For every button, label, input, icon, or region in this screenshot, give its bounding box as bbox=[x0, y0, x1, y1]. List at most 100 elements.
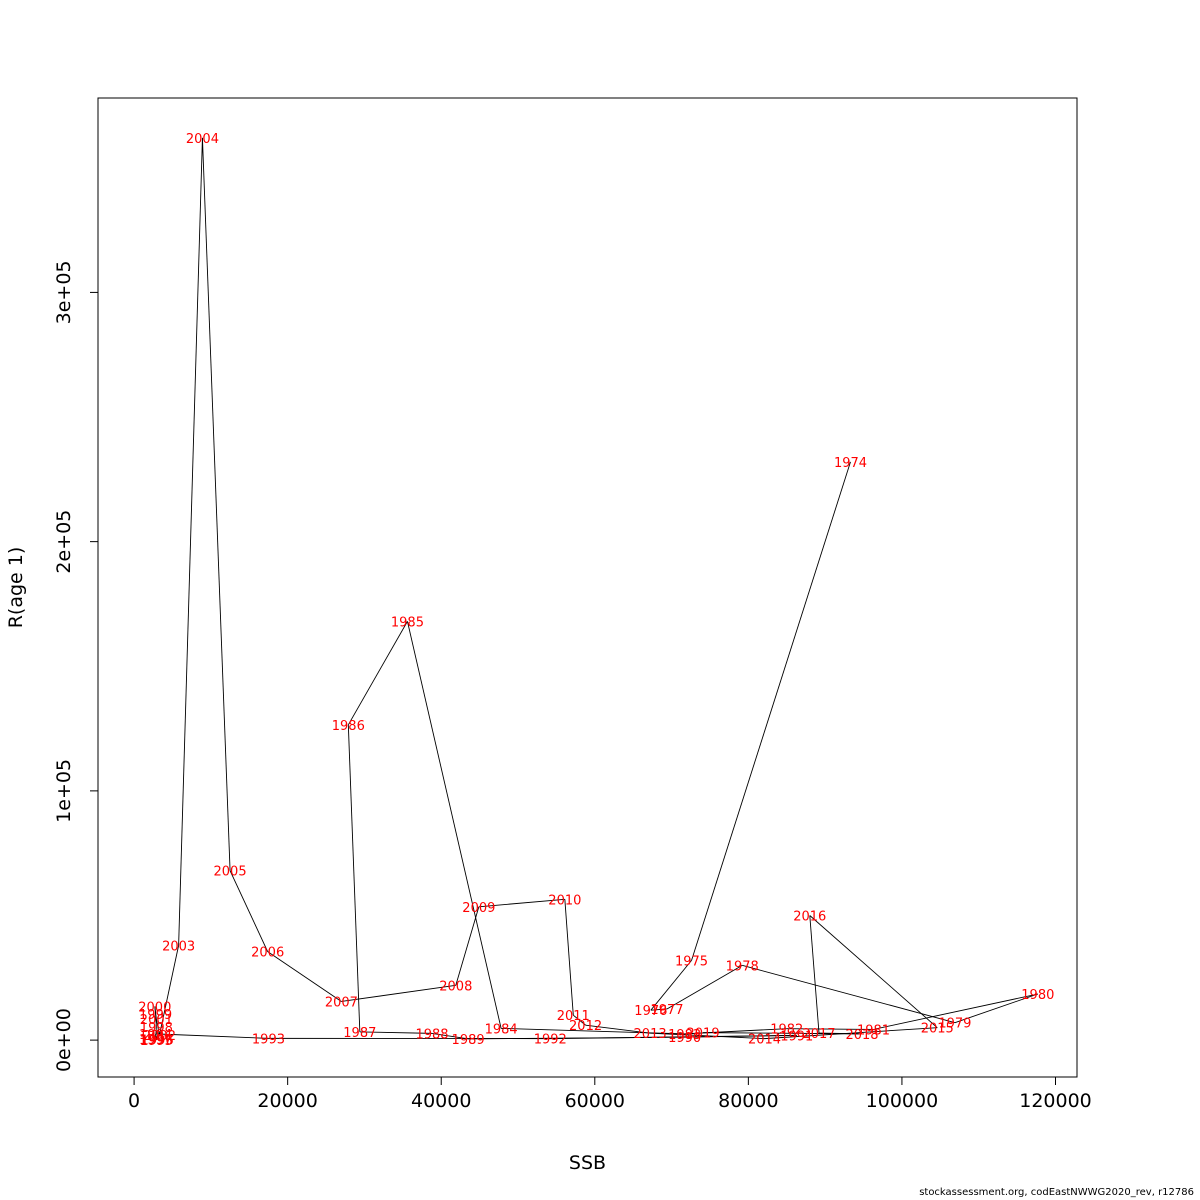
y-tick-label: 1e+05 bbox=[53, 759, 75, 823]
trajectory-segment bbox=[178, 137, 203, 946]
year-label-2018: 2018 bbox=[845, 1028, 878, 1043]
year-label-1999: 1999 bbox=[139, 1008, 172, 1023]
trajectory-segment bbox=[154, 1006, 157, 1019]
trajectory-segment bbox=[550, 1034, 797, 1040]
year-label-2013: 2013 bbox=[634, 1027, 667, 1042]
trajectory-segment bbox=[703, 1032, 863, 1035]
trajectory-segment bbox=[764, 1027, 938, 1040]
year-label-1977: 1977 bbox=[650, 1003, 683, 1018]
year-label-1995: 1995 bbox=[140, 1034, 173, 1049]
trajectory-segment bbox=[691, 461, 851, 961]
x-tick-label: 100000 bbox=[866, 1090, 939, 1112]
trajectory-segment bbox=[407, 621, 502, 1029]
year-label-1981: 1981 bbox=[857, 1023, 890, 1038]
year-label-1996: 1996 bbox=[141, 1033, 174, 1048]
year-label-1993: 1993 bbox=[252, 1032, 285, 1047]
trajectory-segment bbox=[267, 951, 342, 1002]
trajectory-segment bbox=[155, 1018, 160, 1036]
trajectory-segment bbox=[478, 898, 565, 908]
y-tick-label: 2e+05 bbox=[53, 510, 75, 574]
year-label-2005: 2005 bbox=[214, 865, 247, 880]
trajectory-segment bbox=[585, 1024, 651, 1034]
y-axis-title: R(age 1) bbox=[5, 547, 27, 629]
y-tick-label: 3e+05 bbox=[53, 260, 75, 324]
year-label-1975: 1975 bbox=[675, 954, 708, 969]
year-label-2000: 2000 bbox=[138, 1000, 171, 1015]
trajectory-segment bbox=[158, 945, 180, 1036]
trajectory-segment bbox=[650, 960, 692, 1011]
year-label-1980: 1980 bbox=[1021, 988, 1054, 1003]
year-label-2001: 2001 bbox=[140, 1013, 173, 1028]
trajectory-segment bbox=[347, 621, 408, 726]
trajectory-segment bbox=[229, 870, 269, 952]
trajectory-segment bbox=[742, 964, 956, 1024]
year-label-1976: 1976 bbox=[634, 1004, 667, 1019]
year-label-2017: 2017 bbox=[802, 1027, 835, 1042]
year-label-1998: 1998 bbox=[140, 1021, 173, 1036]
year-label-2019: 2019 bbox=[687, 1027, 720, 1042]
year-label-2008: 2008 bbox=[439, 979, 472, 994]
year-label-2004: 2004 bbox=[186, 132, 219, 147]
x-tick-label: 20000 bbox=[257, 1090, 317, 1112]
year-label-2007: 2007 bbox=[325, 995, 358, 1010]
year-label-1987: 1987 bbox=[343, 1026, 376, 1041]
trajectory-segment bbox=[359, 1031, 433, 1034]
trajectory-segment bbox=[954, 993, 1038, 1024]
year-label-1974: 1974 bbox=[834, 456, 867, 471]
x-tick-label: 120000 bbox=[1019, 1090, 1092, 1112]
year-label-2016: 2016 bbox=[793, 909, 826, 924]
year-label-1990: 1990 bbox=[668, 1031, 701, 1046]
trajectory-segment bbox=[431, 1032, 469, 1040]
year-label-1986: 1986 bbox=[332, 719, 365, 734]
year-label-1992: 1992 bbox=[534, 1033, 567, 1048]
year-label-1985: 1985 bbox=[391, 615, 424, 630]
footer-credit: stockassessment.org, codEastNWWG2020_rev… bbox=[919, 1187, 1194, 1198]
trajectory-segment bbox=[201, 137, 231, 871]
year-label-2009: 2009 bbox=[462, 901, 495, 916]
year-label-1988: 1988 bbox=[415, 1027, 448, 1042]
trajectory-segment bbox=[684, 1028, 787, 1035]
trajectory-segment bbox=[666, 964, 743, 1010]
year-label-2012: 2012 bbox=[569, 1019, 602, 1034]
year-label-1991: 1991 bbox=[780, 1029, 813, 1044]
trajectory-segment bbox=[809, 915, 820, 1034]
year-label-1982: 1982 bbox=[770, 1023, 803, 1038]
trajectory-segment bbox=[786, 1028, 874, 1030]
year-label-1979: 1979 bbox=[938, 1017, 971, 1032]
year-label-1984: 1984 bbox=[485, 1022, 518, 1037]
year-label-1994: 1994 bbox=[139, 1028, 172, 1043]
x-axis-title: SSB bbox=[569, 1152, 606, 1174]
y-tick-label: 0e+00 bbox=[53, 1008, 75, 1072]
x-tick-label: 80000 bbox=[718, 1090, 778, 1112]
year-label-2011: 2011 bbox=[557, 1009, 590, 1024]
trajectory-segment bbox=[155, 1033, 269, 1039]
trajectory-segment bbox=[650, 1032, 765, 1040]
year-label-2006: 2006 bbox=[251, 946, 284, 961]
year-label-1997: 1997 bbox=[139, 1033, 172, 1048]
plot-frame bbox=[97, 97, 1078, 1078]
trajectory-segment bbox=[155, 1026, 157, 1039]
year-label-2003: 2003 bbox=[162, 939, 195, 954]
year-label-2014: 2014 bbox=[748, 1033, 781, 1048]
year-label-2010: 2010 bbox=[548, 893, 581, 908]
x-tick-label: 0 bbox=[128, 1090, 140, 1112]
trajectory-segment bbox=[564, 899, 574, 1016]
trajectory-segment bbox=[650, 1008, 668, 1011]
trajectory-segment bbox=[809, 915, 938, 1028]
year-label-2015: 2015 bbox=[921, 1022, 954, 1037]
trajectory-segment bbox=[573, 1014, 586, 1026]
year-label-1989: 1989 bbox=[452, 1033, 485, 1048]
trajectory-segment bbox=[873, 993, 1038, 1030]
trajectory-segment bbox=[455, 906, 480, 986]
year-label-1978: 1978 bbox=[726, 959, 759, 974]
trajectory-line-group bbox=[154, 137, 1038, 1041]
trajectory-segment bbox=[347, 724, 361, 1032]
year-label-1983: 1983 bbox=[668, 1028, 701, 1043]
axes: 0 20000 40000 60000 80000 100000 120000 0e+00 1e… bbox=[53, 260, 1092, 1112]
x-tick-label: 40000 bbox=[411, 1090, 471, 1112]
x-tick-label: 60000 bbox=[565, 1090, 625, 1112]
trajectory-segment bbox=[341, 984, 456, 1002]
year-label-2002: 2002 bbox=[143, 1029, 176, 1044]
